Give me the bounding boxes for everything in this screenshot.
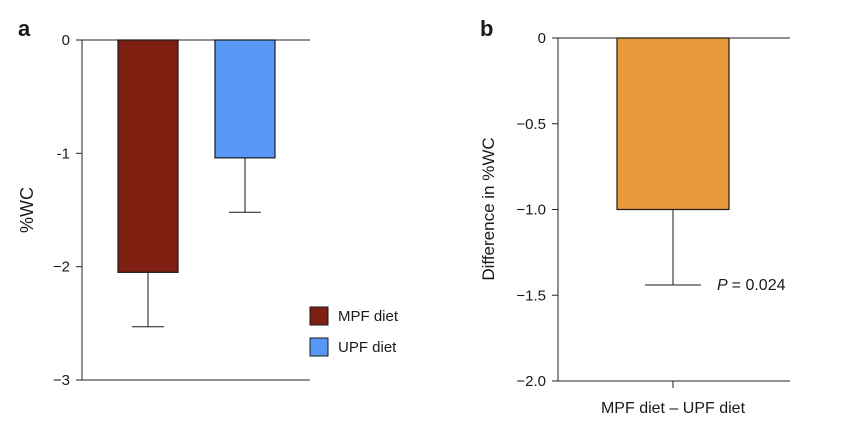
y-tick-label: 0 [62,32,70,49]
p-symbol: P [717,277,728,294]
bar-1 [117,39,179,273]
panel-b-y-ticks: 0 −0.5 −1.0 −1.5 −2.0 [516,30,558,390]
y-tick-label: −2.0 [516,373,546,390]
bar-difference [616,37,730,211]
legend-swatch-2 [309,337,329,357]
panel-b-bars [616,37,730,286]
panel-b: b 0 −0.5 −1.0 −1.5 −2.0 Difference in %WC MP… [479,16,790,417]
legend-swatch-1 [309,306,329,326]
p-value: = 0.024 [732,277,786,294]
panel-b-y-label: Difference in %WC [479,137,498,280]
panel-b-x-tick-label: MPF diet – UPF diet [601,400,746,417]
panel-a-bars [117,39,276,328]
y-tick-label: −1.5 [516,287,546,304]
panel-a-y-label: %WC [17,187,37,233]
panel-b-letter: b [480,16,493,41]
panel-a: a 0 -1 −2 −3 %WC MPF diet UPF diet [17,16,399,389]
y-tick-label: −0.5 [516,116,546,133]
bar-2 [214,39,276,159]
y-tick-label: 0 [538,30,546,47]
y-tick-label: -1 [57,145,70,162]
y-tick-label: −2 [53,259,70,276]
panel-b-p-annotation: P = 0.024 [717,277,786,294]
panel-a-legend: MPF diet UPF diet [309,306,399,357]
legend-label-1: MPF diet [338,308,399,325]
legend-label-2: UPF diet [338,339,397,356]
panel-a-y-ticks: 0 -1 −2 −3 [53,32,82,389]
y-tick-label: −3 [53,372,70,389]
y-tick-label: −1.0 [516,202,546,219]
panel-a-letter: a [18,16,31,41]
